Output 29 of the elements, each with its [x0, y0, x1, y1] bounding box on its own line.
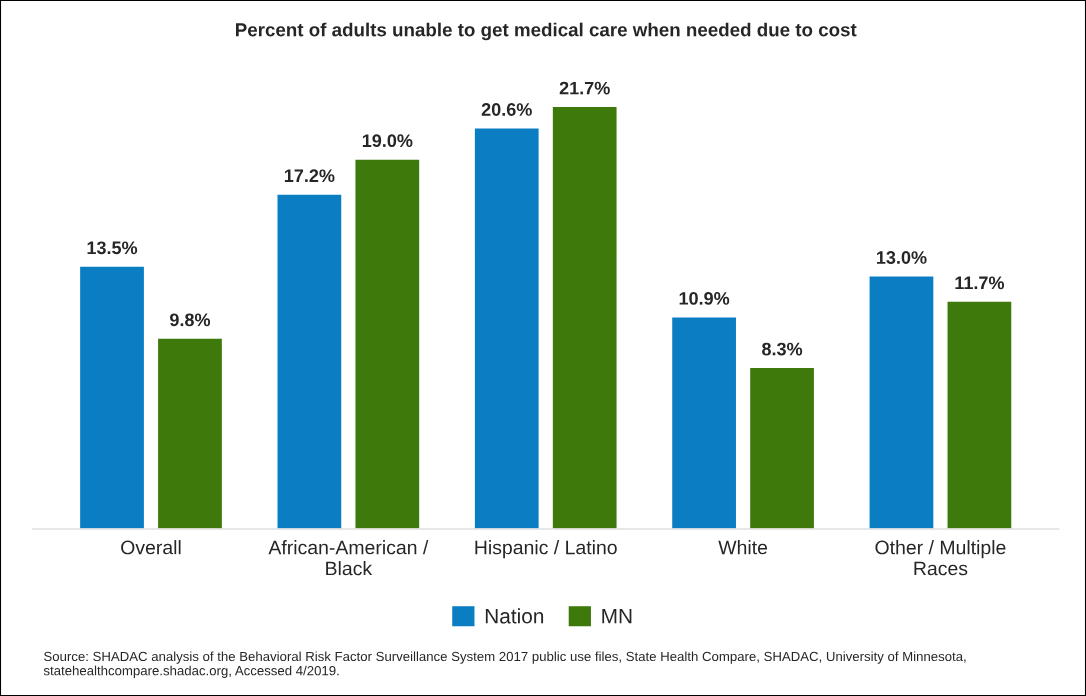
- data-label: 21.7%: [559, 81, 610, 95]
- data-label: 8.3%: [762, 342, 803, 356]
- bar: [78, 265, 146, 529]
- x-tick-label: African-American / Black: [268, 540, 429, 576]
- bar: [551, 105, 618, 529]
- x-tick-label: Hispanic / Latino: [475, 540, 617, 559]
- data-label: 17.2%: [284, 169, 335, 183]
- x-tick-label: Other / Multiple Races: [875, 540, 1006, 576]
- data-label: 13.0%: [877, 251, 927, 264]
- data-label: 10.9%: [679, 292, 730, 305]
- x-tick-label: Overall: [121, 540, 181, 555]
- data-label: 19.0%: [362, 134, 413, 148]
- bar: [748, 366, 816, 529]
- bar: [473, 127, 540, 529]
- data-label: 11.7%: [955, 276, 1005, 290]
- bar: [946, 300, 1013, 529]
- bar: [868, 275, 935, 529]
- bar: [276, 193, 343, 529]
- data-label: 9.8%: [170, 313, 211, 327]
- legend-label: MN: [602, 609, 632, 624]
- data-label: 20.6%: [481, 103, 532, 116]
- legend-label: Nation: [485, 608, 544, 624]
- data-label: 13.5%: [87, 241, 138, 255]
- bar: [670, 316, 738, 529]
- bar: [156, 337, 224, 529]
- x-tick-label: White: [718, 540, 768, 555]
- bar: [354, 158, 421, 529]
- source-note: Source: SHADAC analysis of the Behavioral Risk Factor Surveillance System 2017 public use files, State Health Compare, SHADAC, University of Minnesota, statehealthcompare.shadac.org, Accessed 4/2019.: [43, 651, 966, 678]
- chart-title: Percent of adults unable to get medical care when needed due to cost: [235, 22, 857, 41]
